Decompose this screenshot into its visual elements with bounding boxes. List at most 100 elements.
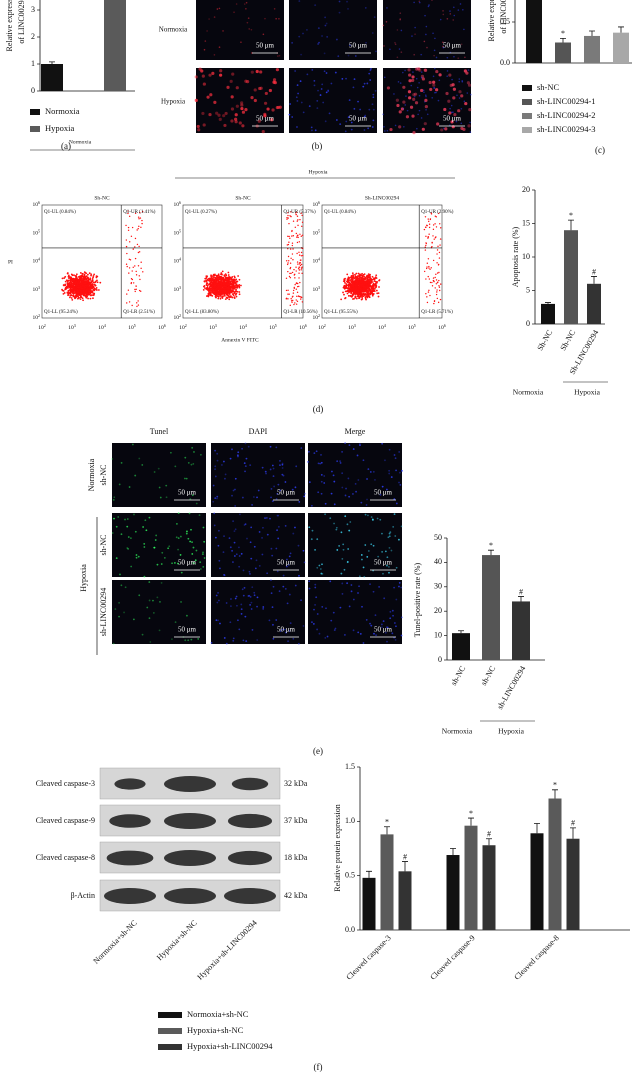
cell-signal (341, 531, 343, 533)
event-dot (348, 295, 350, 297)
panel-label: (d) (313, 404, 324, 414)
cell-signal (429, 81, 432, 84)
event-dot (83, 277, 85, 279)
cell-signal (292, 533, 294, 535)
cell-signal (330, 620, 332, 622)
cell-signal (333, 474, 335, 476)
image-background (112, 513, 206, 577)
cell-signal (420, 54, 422, 56)
scale-bar-label: 50 μm (277, 626, 296, 634)
cell-signal (316, 629, 318, 631)
cell-signal (369, 79, 371, 81)
cell-signal (303, 111, 305, 113)
event-dot (300, 262, 301, 263)
cell-signal (120, 584, 122, 586)
event-dot (295, 227, 296, 228)
row-label: sh-LINC00294 (99, 588, 108, 636)
cell-signal (234, 555, 236, 557)
cell-signal (321, 83, 323, 85)
bar (381, 834, 394, 930)
cell-signal (206, 30, 208, 32)
event-dot (292, 248, 293, 249)
event-dot (73, 293, 75, 295)
event-dot (290, 277, 291, 278)
cell-signal (434, 68, 436, 70)
cell-signal (246, 458, 248, 460)
cell-signal (116, 526, 118, 528)
cell-signal (259, 531, 261, 533)
event-dot (367, 286, 369, 288)
cell-signal (282, 463, 284, 465)
cell-signal (324, 17, 326, 19)
cell-signal (307, 461, 309, 463)
cell-signal (458, 9, 460, 11)
cell-signal (334, 503, 336, 505)
cell-signal (336, 119, 338, 121)
event-dot (138, 218, 139, 219)
event-dot (70, 290, 72, 292)
cell-signal (191, 553, 193, 555)
cell-signal (413, 2, 415, 4)
cell-signal (316, 567, 318, 569)
cell-signal (215, 537, 217, 539)
event-dot (225, 298, 227, 300)
event-dot (76, 276, 78, 278)
cell-signal (159, 629, 161, 631)
cell-signal (394, 454, 396, 456)
event-dot (435, 237, 436, 238)
event-dot (301, 255, 302, 256)
bar (363, 878, 376, 930)
group-label: Normoxia (69, 139, 92, 145)
cell-signal (262, 554, 264, 556)
bar (555, 43, 571, 64)
cell-signal (374, 16, 376, 18)
cell-signal (143, 546, 145, 548)
cell-signal (436, 122, 439, 125)
cell-signal (311, 538, 313, 540)
cell-signal (273, 486, 275, 488)
cell-signal (442, 10, 444, 12)
x-tick-label: sh-NC (449, 664, 467, 687)
event-dot (372, 294, 374, 296)
event-dot (301, 264, 302, 265)
event-dot (436, 289, 437, 290)
event-dot (206, 284, 208, 286)
event-dot (232, 284, 234, 286)
cell-signal (438, 73, 441, 76)
cell-signal (214, 468, 216, 470)
event-dot (344, 278, 346, 280)
lane-label: Hypoxia+sh-NC (155, 918, 199, 962)
cell-signal (311, 130, 313, 132)
event-dot (297, 225, 298, 226)
cell-signal (262, 608, 264, 610)
cell-signal (309, 481, 311, 483)
cell-signal (297, 100, 299, 102)
event-dot (209, 278, 211, 280)
event-dot (97, 281, 99, 283)
cell-signal (191, 447, 193, 449)
cell-signal (440, 19, 442, 21)
event-dot (68, 284, 70, 286)
event-dot (80, 296, 82, 298)
cell-signal (370, 471, 372, 473)
cell-signal (142, 526, 144, 528)
cell-signal (232, 640, 234, 642)
event-dot (67, 292, 69, 294)
event-dot (136, 289, 137, 290)
image-background (289, 68, 377, 133)
event-dot (428, 276, 429, 277)
event-dot (92, 278, 94, 280)
cell-signal (344, 569, 346, 571)
cell-signal (236, 86, 239, 89)
event-dot (140, 268, 141, 269)
tick-label: 103 (174, 285, 182, 293)
cell-signal (308, 451, 310, 453)
event-dot (75, 283, 77, 285)
event-dot (368, 276, 370, 278)
event-dot (208, 290, 210, 292)
cell-signal (417, 114, 419, 116)
cell-signal (204, 557, 206, 559)
event-dot (81, 281, 83, 283)
cell-signal (324, 637, 326, 639)
y-tick-label: 40 (434, 557, 442, 566)
